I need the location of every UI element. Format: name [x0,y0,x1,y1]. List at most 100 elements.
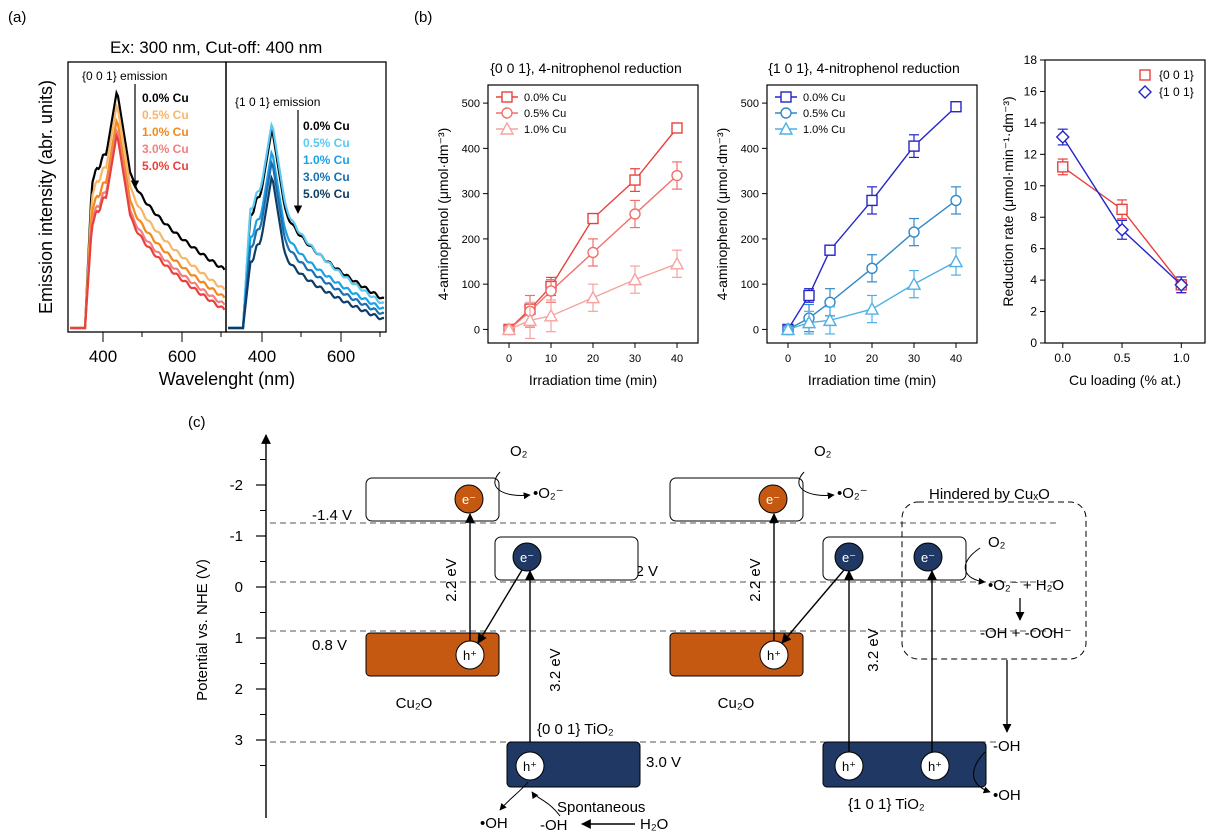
legend-001-3: 3.0% Cu [142,142,189,156]
panel-a-title: Ex: 300 nm, Cut-off: 400 nm [110,38,322,57]
data-point [950,194,962,207]
data-point [545,285,557,297]
panel-label-b: (b) [414,9,432,26]
x-tick-label: 20 [866,353,878,365]
y-tick-label: 8 [1030,210,1037,224]
data-point [906,276,922,290]
legend-101-0: 0.0% Cu [303,119,350,133]
data-point [824,244,836,256]
x-tick-label: 0.5 [1114,351,1131,365]
data-point [1115,222,1130,237]
oh-oxidation-arrow-right [973,751,991,794]
legend-marker [1138,85,1152,99]
electron-cu2o-left [454,484,484,514]
x-tick-label: 40 [671,353,683,365]
x-tick-label: 10 [824,353,836,365]
legend-label: {0 0 1} [1159,68,1194,82]
y-tick-label: 14 [1024,116,1038,130]
legend-001-1: 0.5% Cu [142,108,189,122]
spectrum-101-3 [228,159,385,330]
y-tick-label: 500 [741,98,759,110]
legend-marker [1139,69,1151,81]
level-label-vb-tio2: 3.0 V [646,754,681,771]
legend-marker [501,107,513,119]
level-label-cb-cu2o: -1.4 V [312,507,352,524]
panel-c: (c) -2 -1 0 1 2 3 Potential vs. NHE (V) -1.4 … [188,414,1087,834]
x-tick-label: 0.0 [1054,351,1071,365]
potential-tick-label: -2 [230,477,243,494]
spontaneous-label: Spontaneous [557,799,645,816]
xtick-400-left: 400 [89,347,117,366]
chart-reduction-rate: 0 2 4 6 8 10 12 14 16 18 0.0 0.5 1.0 Cu loading (% at… [1000,53,1206,388]
data-point [1174,277,1189,292]
electron-cu2o-left-label: e⁻ [462,492,476,507]
electron-cu2o-right [758,484,788,514]
data-point [1055,130,1070,145]
legend-marker [780,91,792,103]
data-point [671,122,683,134]
superoxide-left: •O₂⁻ [533,485,564,502]
gap-tio2-left: 3.2 eV [547,648,564,691]
chart-101-reduction: {1 0 1}, 4-nitrophenol reduction 0 10 20 30 4… [714,60,978,388]
data-point [629,174,641,186]
y-tick-label: 16 [1024,84,1038,98]
data-point [803,289,815,302]
x-tick-label: 30 [629,353,641,365]
y-tick-label: 0 [753,324,759,336]
tio2-001-label: {0 0 1} TiO₂ [537,721,614,738]
hindered-label: Hindered by CuₓO [929,486,1050,503]
chart-title: {0 0 1}, 4-nitrophenol reduction [490,60,681,76]
y-axis-label: 4-aminophenol (μmol·dm⁻³) [435,128,451,301]
panel-label-a: (a) [8,9,26,26]
x-axis-label: Cu loading (% at.) [1069,372,1181,388]
level-label-vb-cu2o: 0.8 V [312,637,347,654]
data-point [948,254,964,268]
spectra-101 [228,121,385,330]
spectrum-001-0 [70,89,226,330]
legend-101-1: 0.5% Cu [303,136,350,150]
data-point [627,272,643,286]
chart-title: {1 0 1}, 4-nitrophenol reduction [768,60,959,76]
o2-left: O₂ [510,443,528,460]
y-tick-label: 0 [1030,336,1037,350]
legend-101-3: 3.0% Cu [303,170,350,184]
legend-label: 0.0% Cu [803,92,845,104]
data-point [864,301,880,315]
oh-minus-right: -OH [993,738,1021,755]
data-point [1116,203,1128,216]
legend-marker [778,121,794,135]
data-point [522,312,538,327]
panel-a: (a) Ex: 300 nm, Cut-off: 400 nm Emission… [8,9,387,389]
oh-minus-left: -OH [540,817,568,834]
hole-tio2-left-label: h⁺ [523,759,537,774]
tio2-101-label: {1 0 1} TiO₂ [848,796,925,813]
data-point [587,246,599,259]
x-tick-label: 40 [950,353,962,365]
o2-hindered: O₂ [988,534,1006,551]
y-tick-label: 6 [1030,242,1037,256]
electron-tio2-right-b-label: e⁻ [921,550,935,565]
y-tick-label: 200 [741,234,759,246]
y-tick-label: 400 [462,143,480,155]
cu2o-label-left: Cu₂O [396,695,433,712]
data-point [950,101,962,113]
y-tick-label: 4 [1030,273,1037,287]
gap-cu2o-left: 2.2 eV [443,558,460,601]
data-point [801,315,817,329]
y-axis-label: 4-aminophenol (μmol·dm⁻³) [714,128,730,301]
gap-cu2o-right: 2.2 eV [747,558,764,601]
data-point [908,140,920,152]
potential-tick-label: 0 [235,579,243,596]
data-point [543,308,559,322]
hole-transfer-left [477,569,523,644]
legend-marker [501,91,513,103]
y-tick-label: 300 [741,189,759,201]
spectra-001 [70,89,226,330]
gap-tio2-right: 3.2 eV [865,628,882,671]
legend-marker [780,107,792,119]
y-tick-label: 0 [474,324,480,336]
hole-tio2-right-a-label: h⁺ [842,759,856,774]
y-tick-label: 400 [741,143,759,155]
legend-001-4: 5.0% Cu [142,159,189,173]
potential-tick-label: 1 [235,630,243,647]
